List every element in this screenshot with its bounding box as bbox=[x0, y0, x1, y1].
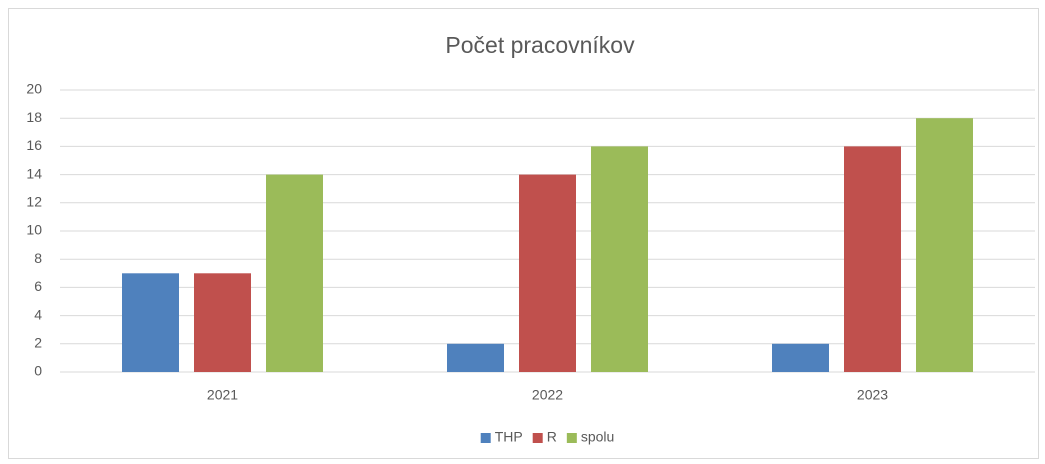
legend-swatch bbox=[480, 433, 491, 443]
bar bbox=[591, 146, 648, 372]
y-tick-label: 0 bbox=[34, 363, 42, 379]
bar bbox=[844, 146, 901, 372]
legend-label: R bbox=[547, 429, 557, 445]
legend-swatch bbox=[566, 433, 577, 443]
y-tick-label: 12 bbox=[26, 194, 42, 210]
y-tick-label: 4 bbox=[34, 306, 42, 322]
y-tick-label: 6 bbox=[34, 278, 42, 294]
bar bbox=[266, 174, 323, 372]
bar bbox=[916, 118, 973, 372]
legend-label: spolu bbox=[581, 429, 614, 445]
y-tick-label: 16 bbox=[26, 137, 42, 153]
x-tick-label: 2021 bbox=[207, 387, 238, 403]
y-tick-label: 10 bbox=[26, 222, 42, 238]
y-tick-label: 8 bbox=[34, 250, 42, 266]
x-tick-label: 2023 bbox=[857, 387, 888, 403]
y-tick-label: 18 bbox=[26, 109, 42, 125]
y-tick-label: 14 bbox=[26, 165, 42, 181]
bar bbox=[194, 273, 251, 372]
bar bbox=[519, 174, 576, 372]
x-tick-label: 2022 bbox=[532, 387, 563, 403]
chart-title: Počet pracovníkov bbox=[445, 32, 635, 58]
legend-swatch bbox=[532, 433, 543, 443]
bar bbox=[447, 343, 504, 372]
y-tick-label: 20 bbox=[26, 81, 42, 97]
bar bbox=[122, 273, 179, 372]
legend-label: THP bbox=[495, 429, 523, 445]
bar bbox=[772, 343, 829, 372]
y-tick-label: 2 bbox=[34, 335, 42, 351]
